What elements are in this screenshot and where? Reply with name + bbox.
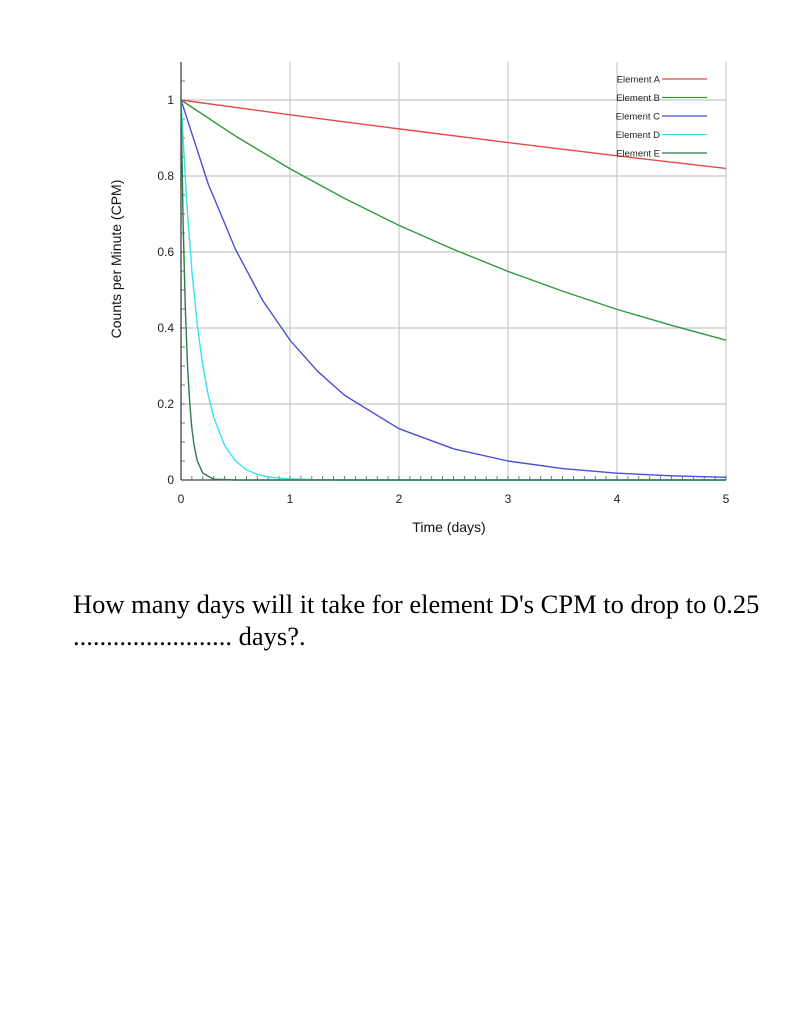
y-tick-label: 0.4 bbox=[157, 321, 174, 335]
question-text: How many days will it take for element D… bbox=[73, 589, 760, 651]
element-b-line bbox=[180, 99, 727, 341]
axes: 0 1 2 3 4 5 0 0.2 0.4 0.6 0.8 1 bbox=[157, 62, 730, 506]
legend-label-element-a: Element A bbox=[617, 75, 661, 86]
y-axis-label: Counts per Minute (CPM) bbox=[108, 180, 124, 339]
legend: Element A Element B Element C Element D Elem… bbox=[616, 75, 707, 160]
legend-label-element-d: Element D bbox=[616, 130, 660, 141]
legend-label-element-e: Element E bbox=[616, 149, 660, 160]
element-a-line bbox=[180, 99, 727, 170]
y-tick-label: 0 bbox=[167, 473, 174, 487]
x-tick-label: 4 bbox=[614, 492, 621, 506]
x-tick-label: 3 bbox=[505, 492, 512, 506]
y-tick-label: 1 bbox=[167, 93, 174, 107]
grid bbox=[181, 62, 727, 480]
element-e-line bbox=[180, 99, 726, 481]
element-c-line bbox=[180, 99, 727, 479]
y-tick-label: 0.8 bbox=[157, 169, 174, 183]
legend-label-element-b: Element B bbox=[616, 93, 660, 104]
x-tick-label: 0 bbox=[178, 492, 185, 506]
series-lines bbox=[180, 99, 727, 481]
y-tick-label: 0.6 bbox=[157, 245, 174, 259]
legend-label-element-c: Element C bbox=[616, 112, 660, 123]
x-tick-label: 5 bbox=[723, 492, 730, 506]
x-tick-label: 2 bbox=[396, 492, 403, 506]
x-axis-label: Time (days) bbox=[412, 519, 485, 535]
y-tick-label: 0.2 bbox=[157, 397, 174, 411]
x-tick-label: 1 bbox=[287, 492, 294, 506]
